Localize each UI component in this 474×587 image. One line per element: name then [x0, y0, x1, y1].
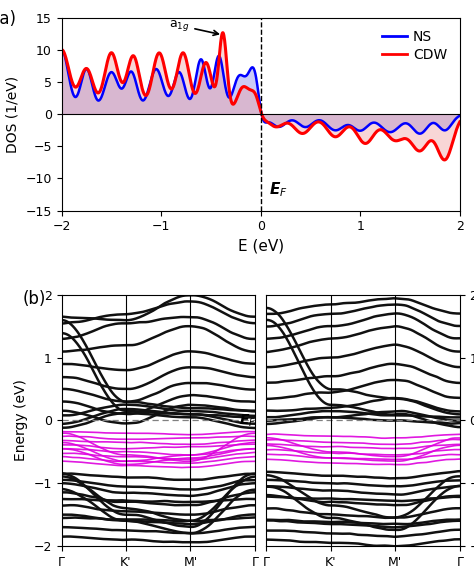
Text: (b): (b) — [23, 290, 46, 308]
Legend: NS, CDW: NS, CDW — [377, 25, 453, 68]
NS — [417, 130, 423, 137]
Text: E$_F$: E$_F$ — [239, 412, 257, 429]
CDW — [333, 133, 338, 140]
CDW — [59, 46, 64, 53]
Y-axis label: Energy (eV): Energy (eV) — [14, 380, 28, 461]
NS — [332, 127, 338, 134]
Text: (a): (a) — [0, 10, 17, 28]
Line: NS: NS — [62, 50, 460, 134]
NS — [369, 119, 375, 126]
NS — [220, 66, 226, 73]
CDW — [220, 29, 226, 36]
Text: a$_{1g}$: a$_{1g}$ — [169, 18, 219, 35]
NS — [100, 92, 105, 99]
NS — [234, 75, 240, 82]
CDW — [442, 156, 447, 163]
NS — [59, 46, 64, 53]
CDW — [235, 93, 240, 100]
CDW — [100, 81, 105, 88]
NS — [457, 112, 463, 119]
Text: E$_F$: E$_F$ — [269, 181, 287, 199]
X-axis label: E (eV): E (eV) — [237, 239, 284, 254]
CDW — [377, 126, 383, 133]
CDW — [457, 119, 463, 126]
Y-axis label: DOS (1/eV): DOS (1/eV) — [6, 76, 20, 153]
NS — [376, 122, 382, 129]
Line: CDW: CDW — [62, 33, 460, 160]
CDW — [370, 133, 375, 140]
CDW — [220, 29, 226, 36]
